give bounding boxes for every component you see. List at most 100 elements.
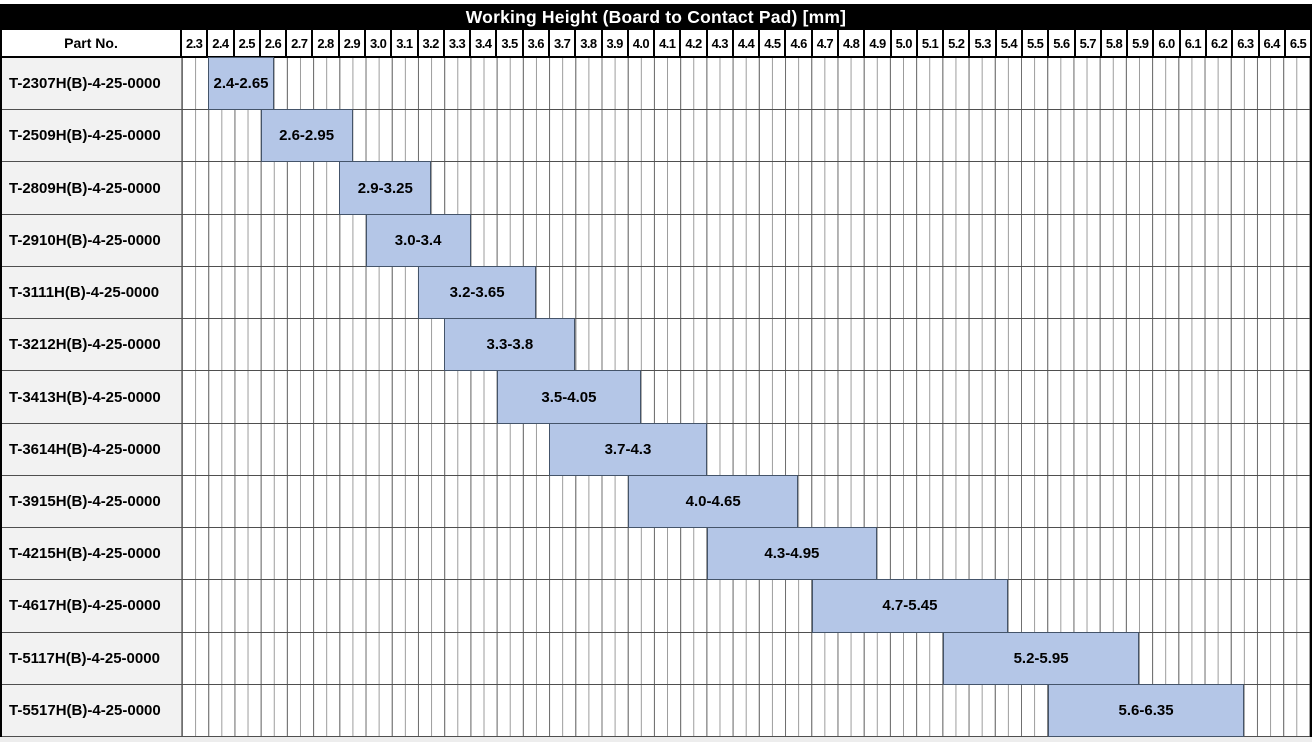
axis-tick-label: 3.8	[580, 35, 597, 51]
part-no-header: Part No.	[2, 30, 182, 56]
range-bar: 2.9-3.25	[339, 161, 432, 215]
axis-tick-cell: 5.2	[942, 30, 968, 56]
chart-title-bar: Working Height (Board to Contact Pad) [m…	[0, 4, 1312, 30]
axis-tick-cell: 5.3	[968, 30, 994, 56]
axis-tick-label: 2.4	[212, 35, 229, 51]
chart-title: Working Height (Board to Contact Pad) [m…	[465, 6, 847, 27]
axis-tick-label: 3.4	[475, 35, 492, 51]
axis-tick-cell: 5.9	[1126, 30, 1152, 56]
range-bar-label: 3.0-3.4	[394, 231, 442, 249]
axis-tick-cell: 3.4	[469, 30, 495, 56]
axis-tick-label: 2.8	[317, 35, 334, 51]
axis-tick-label: 4.0	[632, 35, 650, 51]
axis-tick-label: 4.5	[764, 35, 781, 51]
axis-tick-label: 4.6	[790, 35, 807, 51]
axis-ticks: 2.3 2.4 2.5 2.6 2.7 2.8 2.9 3.0 3.1 3.2 …	[182, 30, 1310, 56]
axis-tick-cell: 4.3	[705, 30, 732, 56]
table-row: T-4215H(B)-4-25-0000 4.3-4.95	[2, 527, 1310, 581]
range-bar-label: 3.2-3.65	[449, 284, 505, 302]
axis-tick-label: 5.9	[1132, 35, 1149, 51]
axis-tick-cell: 4.0	[626, 30, 653, 56]
range-bar-label: 4.0-4.65	[685, 492, 741, 510]
part-no-cell: T-4215H(B)-4-25-0000	[2, 528, 182, 580]
axis-tick-label: 3.0	[369, 35, 387, 51]
range-bar-label: 3.7-4.3	[604, 440, 652, 458]
range-bar: 3.5-4.05	[496, 370, 642, 424]
chart-table: Part No. 2.3 2.4 2.5 2.6 2.7 2.8 2.9 3.0…	[0, 30, 1312, 738]
part-no-cell: T-2509H(B)-4-25-0000	[2, 110, 182, 162]
axis-tick-cell: 5.4	[994, 30, 1021, 56]
part-no-cell: T-2307H(B)-4-25-0000	[2, 58, 182, 110]
part-no-cell: T-3614H(B)-4-25-0000	[2, 423, 182, 475]
axis-tick-label: 5.6	[1053, 35, 1070, 51]
table-row: T-3413H(B)-4-25-0000 3.5-4.05	[2, 370, 1310, 424]
axis-tick-label: 4.3	[711, 35, 729, 51]
row-grid: 4.0-4.65	[182, 474, 1310, 529]
table-row: T-5517H(B)-4-25-0000 5.6-6.35	[2, 683, 1310, 738]
axis-tick-label: 2.5	[238, 35, 256, 51]
range-bar: 5.6-6.35	[1047, 683, 1245, 738]
axis-tick-cell: 2.9	[337, 30, 364, 56]
part-no-cell: T-2910H(B)-4-25-0000	[2, 214, 182, 266]
axis-tick-label: 4.4	[737, 35, 755, 51]
axis-tick-label: 5.8	[1105, 35, 1123, 51]
axis-tick-label: 6.1	[1184, 35, 1202, 51]
range-bar: 3.7-4.3	[549, 422, 707, 476]
range-bar: 3.2-3.65	[418, 265, 537, 320]
axis-tick-cell: 3.1	[390, 30, 416, 56]
row-grid: 3.2-3.65	[182, 265, 1310, 320]
axis-tick-cell: 2.5	[232, 30, 259, 56]
axis-tick-cell: 3.6	[521, 30, 548, 56]
table-row: T-3614H(B)-4-25-0000 3.7-4.3	[2, 422, 1310, 476]
axis-tick-label: 2.9	[343, 35, 361, 51]
axis-tick-cell: 6.4	[1257, 30, 1284, 56]
part-no-cell: T-3915H(B)-4-25-0000	[2, 475, 182, 528]
axis-tick-label: 3.5	[501, 35, 518, 51]
axis-tick-label: 5.3	[974, 35, 991, 51]
table-row: T-2307H(B)-4-25-0000 2.4-2.65	[2, 57, 1310, 111]
row-grid: 3.3-3.8	[182, 318, 1310, 372]
axis-tick-label: 4.7	[816, 35, 834, 51]
axis-tick-label: 5.7	[1079, 35, 1097, 51]
axis-tick-label: 4.9	[869, 35, 886, 51]
top-margin-strip	[0, 0, 1312, 4]
axis-tick-label: 3.9	[606, 35, 624, 51]
table-row: T-4617H(B)-4-25-0000 4.7-5.45	[2, 579, 1310, 633]
row-grid: 4.7-5.45	[182, 579, 1310, 633]
range-bar: 4.3-4.95	[706, 527, 878, 581]
axis-tick-cell: 6.1	[1178, 30, 1205, 56]
row-grid: 5.6-6.35	[182, 683, 1310, 738]
axis-tick-cell: 3.0	[363, 30, 390, 56]
axis-tick-cell: 2.4	[206, 30, 232, 56]
axis-tick-cell: 2.8	[311, 30, 337, 56]
axis-tick-cell: 3.3	[442, 30, 469, 56]
row-grid: 3.5-4.05	[182, 370, 1310, 424]
axis-tick-cell: 4.2	[679, 30, 705, 56]
axis-tick-cell: 4.9	[863, 30, 889, 56]
range-bar: 2.4-2.65	[208, 57, 274, 111]
axis-tick-cell: 3.2	[416, 30, 443, 56]
axis-tick-cell: 2.6	[258, 30, 285, 56]
axis-tick-label: 3.3	[448, 35, 466, 51]
axis-tick-label: 5.5	[1027, 35, 1044, 51]
axis-tick-cell: 5.1	[915, 30, 942, 56]
part-no-cell: T-5117H(B)-4-25-0000	[2, 632, 182, 684]
axis-tick-cell: 5.8	[1099, 30, 1126, 56]
table-row: T-2910H(B)-4-25-0000 3.0-3.4	[2, 213, 1310, 267]
range-bar: 2.6-2.95	[260, 109, 353, 163]
range-bar-label: 2.4-2.65	[213, 75, 269, 93]
row-grid: 3.0-3.4	[182, 213, 1310, 267]
axis-tick-cell: 4.4	[731, 30, 758, 56]
range-bar: 5.2-5.95	[942, 631, 1140, 685]
axis-tick-label: 4.8	[843, 35, 860, 51]
table-row: T-2509H(B)-4-25-0000 2.6-2.95	[2, 109, 1310, 163]
row-grid: 5.2-5.95	[182, 631, 1310, 685]
range-bar: 3.0-3.4	[365, 213, 471, 267]
row-grid: 2.4-2.65	[182, 57, 1310, 111]
axis-tick-cell: 4.6	[784, 30, 810, 56]
axis-tick-cell: 5.6	[1047, 30, 1073, 56]
axis-tick-cell: 6.2	[1204, 30, 1231, 56]
axis-tick-label: 3.2	[422, 35, 440, 51]
axis-tick-label: 3.6	[527, 35, 545, 51]
part-no-cell: T-2809H(B)-4-25-0000	[2, 162, 182, 214]
